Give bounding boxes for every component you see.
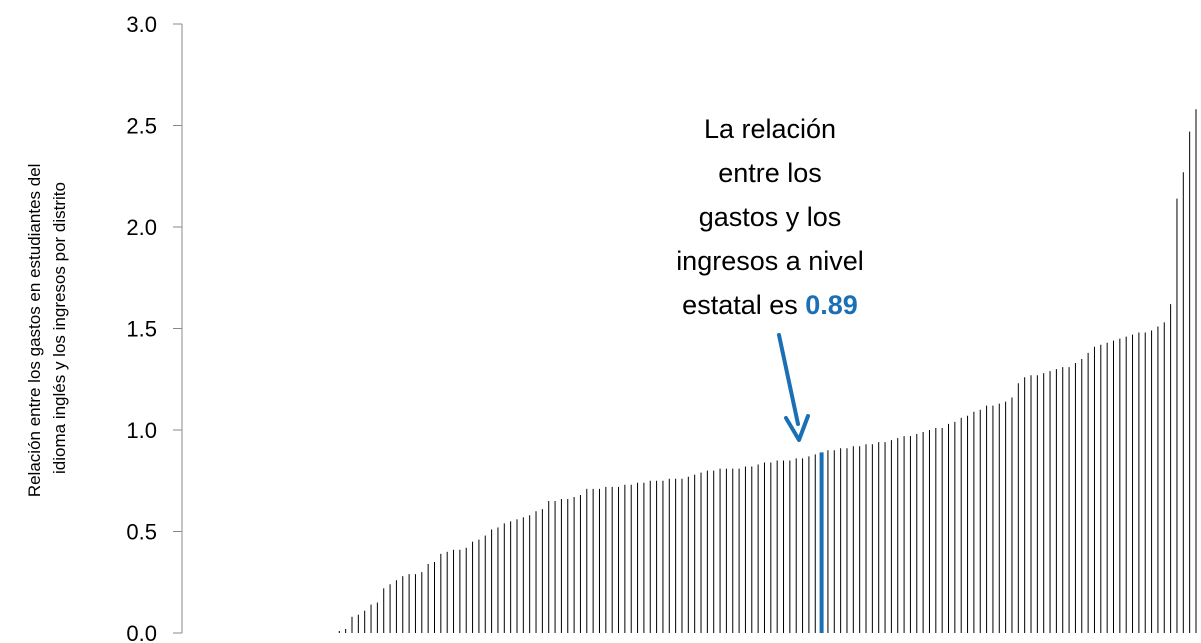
annotation-line-1: La relación xyxy=(704,114,836,144)
annotation-arrow xyxy=(777,333,800,426)
y-tick-label: 2.0 xyxy=(126,215,157,240)
y-tick-label: 0.5 xyxy=(126,520,157,545)
state-ratio-annotation: La relación entre los gastos y los ingre… xyxy=(676,114,864,442)
y-axis-label-line-1: Relación entre los gastos en estudiantes… xyxy=(25,164,44,498)
annotation-line-2: entre los xyxy=(718,158,822,188)
annotation-line-3: gastos y los xyxy=(699,202,842,232)
y-tick-label: 0.0 xyxy=(126,621,157,643)
annotation-line-5: estatal es 0.89 xyxy=(682,290,858,320)
y-tick-label: 1.0 xyxy=(126,418,157,443)
y-tick-label: 1.5 xyxy=(126,317,157,342)
annotation-prefix: estatal es xyxy=(682,290,805,320)
annotation-value: 0.89 xyxy=(805,290,858,320)
y-axis-label-line-2: idioma inglés y los ingresos por distrit… xyxy=(50,182,69,474)
y-tick-label: 3.0 xyxy=(126,12,157,37)
y-tick-label: 2.5 xyxy=(126,114,157,139)
y-axis-label: Relación entre los gastos en estudiantes… xyxy=(25,159,69,497)
bar-series xyxy=(338,109,1197,633)
annotation-line-4: ingresos a nivel xyxy=(676,246,864,276)
annotation-arrow-head xyxy=(784,414,810,442)
y-axis-ticks: 0.0 0.5 1.0 1.5 2.0 2.5 3.0 xyxy=(126,12,182,643)
